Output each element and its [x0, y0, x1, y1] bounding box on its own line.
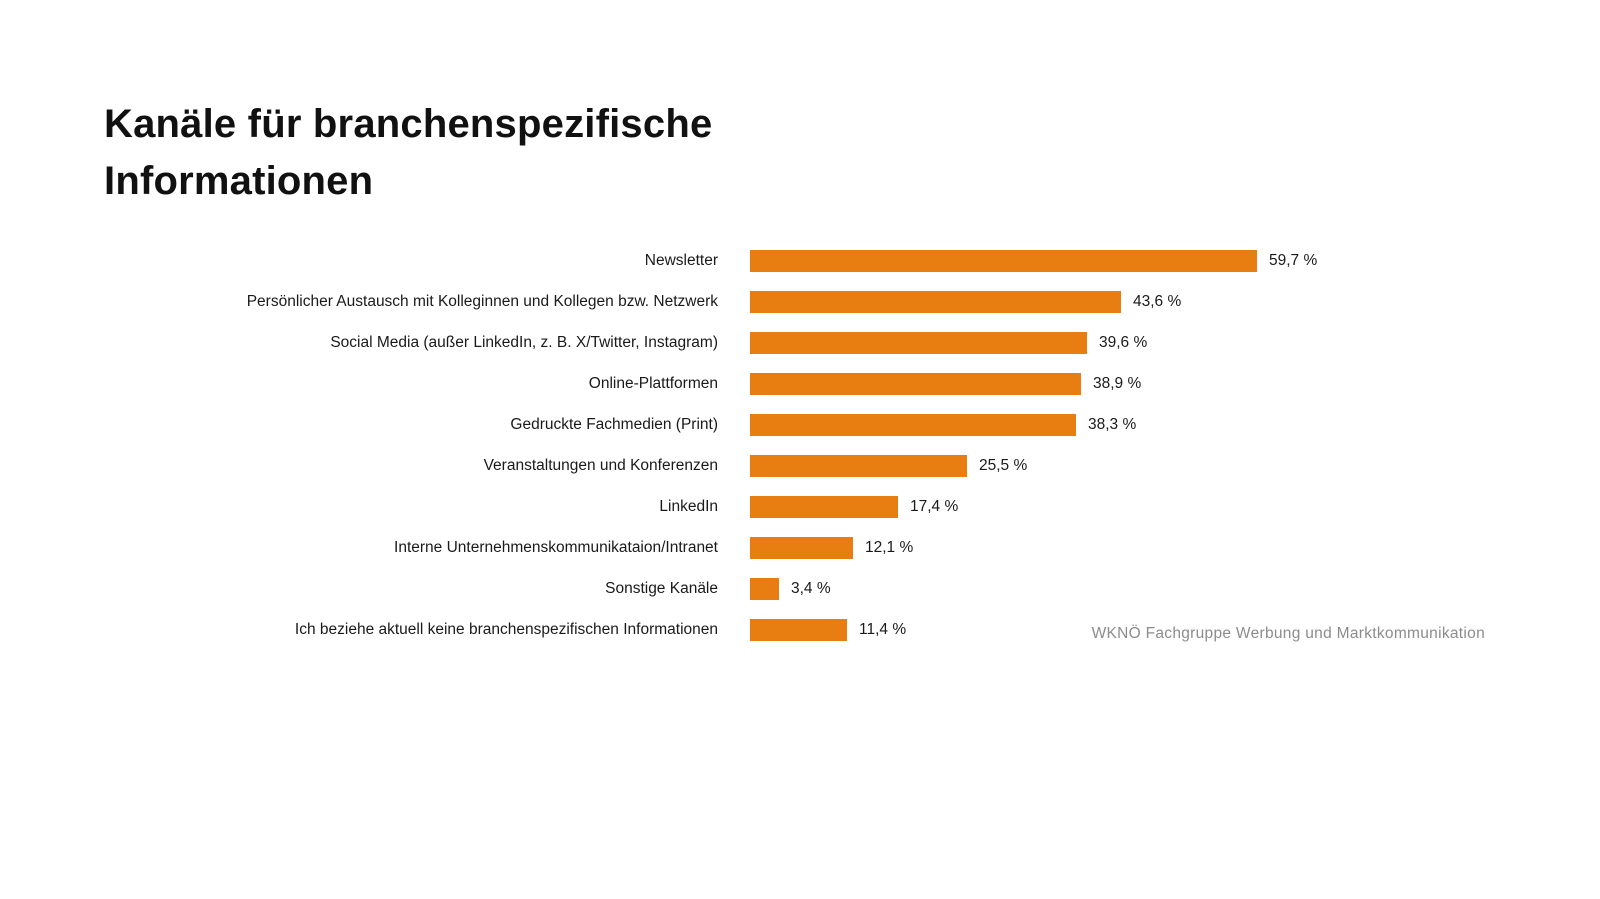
bar — [750, 455, 967, 477]
bar — [750, 619, 847, 641]
bar-value: 25,5 % — [979, 457, 1028, 474]
bar — [750, 332, 1087, 354]
bar-label: Interne Unternehmenskommunikataion/Intra… — [394, 539, 718, 556]
chart-rows: Newsletter 59,7 % Persönlicher Austausch m… — [0, 250, 1600, 641]
bar-value: 43,6 % — [1133, 293, 1182, 310]
bar — [750, 496, 898, 518]
bar-value: 38,3 % — [1088, 416, 1137, 433]
bar-value: 11,4 % — [859, 621, 907, 638]
bar-label: Gedruckte Fachmedien (Print) — [510, 416, 718, 433]
bar-label: Ich beziehe aktuell keine branchenspezif… — [294, 621, 718, 638]
bar — [750, 578, 779, 600]
bar-label: Veranstaltungen und Konferenzen — [483, 457, 718, 474]
bar-row: Ich beziehe aktuell keine branchenspezif… — [0, 619, 1600, 641]
bar-label: LinkedIn — [659, 498, 718, 515]
bar-label: Newsletter — [644, 252, 718, 269]
chart-title: Kanäle für branchenspezifische Informati… — [104, 96, 712, 210]
bar-label: Online-Plattformen — [588, 375, 718, 392]
bar-row: Gedruckte Fachmedien (Print) 38,3 % — [0, 414, 1600, 436]
bar-value: 12,1 % — [865, 539, 914, 556]
bar-chart: Newsletter 59,7 % Persönlicher Austausch m… — [0, 250, 1600, 660]
bar-label: Sonstige Kanäle — [605, 580, 718, 597]
bar-row: Sonstige Kanäle 3,4 % — [0, 578, 1600, 600]
bar-row: Social Media (außer LinkedIn, z. B. X/Tw… — [0, 332, 1600, 354]
source-attribution: WKNÖ Fachgruppe Werbung und Marktkommuni… — [1091, 625, 1485, 642]
bar-value: 39,6 % — [1099, 334, 1148, 351]
bar-label: Persönlicher Austausch mit Kolleginnen u… — [246, 293, 718, 310]
bar-row: Veranstaltungen und Konferenzen 25,5 % — [0, 455, 1600, 477]
bar — [750, 250, 1257, 272]
bar — [750, 537, 853, 559]
bar-row: LinkedIn 17,4 % — [0, 496, 1600, 518]
bar-row: Newsletter 59,7 % — [0, 250, 1600, 272]
bar-label: Social Media (außer LinkedIn, z. B. X/Tw… — [330, 334, 718, 351]
bar-value: 38,9 % — [1093, 375, 1142, 392]
bar-value: 59,7 % — [1269, 252, 1318, 269]
chart-title-line-2: Informationen — [104, 159, 374, 203]
bar-value: 3,4 % — [791, 580, 831, 597]
bar — [750, 414, 1076, 436]
bar-row: Online-Plattformen 38,9 % — [0, 373, 1600, 395]
bar — [750, 291, 1121, 313]
chart-title-line-1: Kanäle für branchenspezifische — [104, 102, 713, 146]
bar-value: 17,4 % — [910, 498, 959, 515]
bar-row: Persönlicher Austausch mit Kolleginnen u… — [0, 291, 1600, 313]
bar-row: Interne Unternehmenskommunikataion/Intra… — [0, 537, 1600, 559]
bar — [750, 373, 1081, 395]
